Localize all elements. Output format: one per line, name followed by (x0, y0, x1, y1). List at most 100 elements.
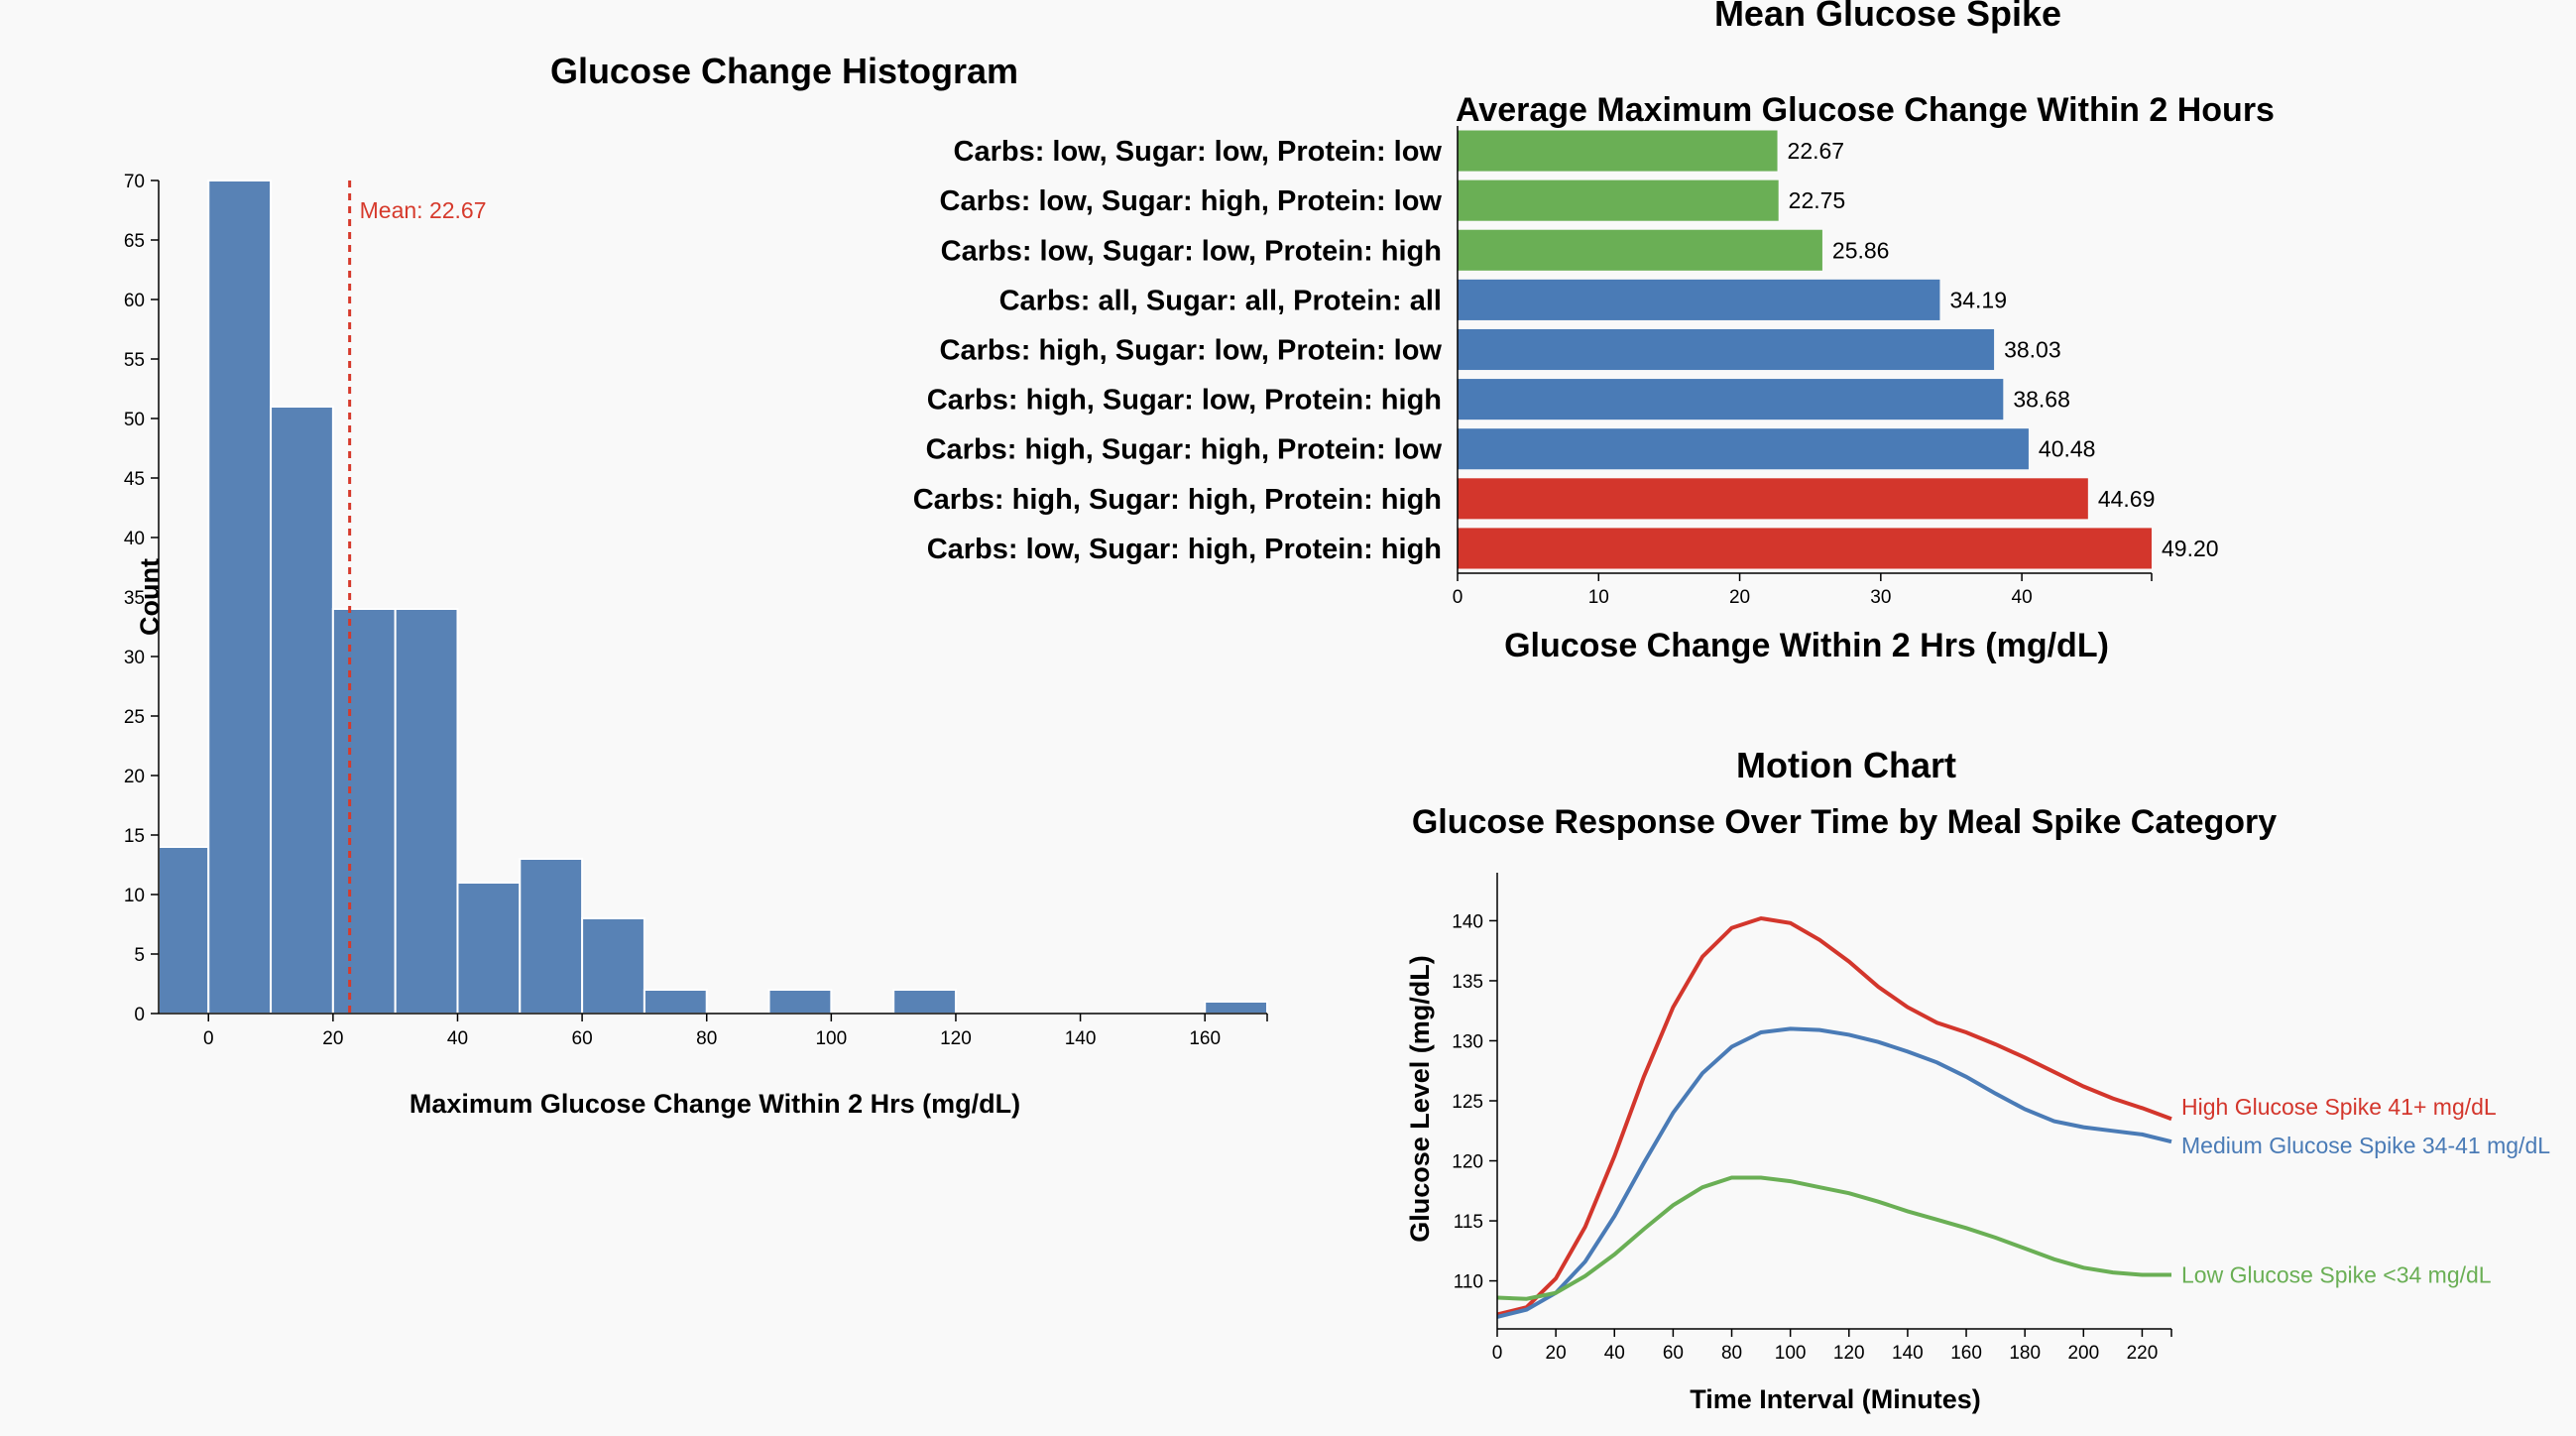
mean-spike-x-tick-label: 10 (1588, 587, 1609, 608)
mean-spike-category-label: Carbs: high, Sugar: high, Protein: low (926, 434, 1443, 466)
histogram-bar (581, 917, 645, 1015)
histogram-y-tick-label: 70 (124, 172, 145, 192)
mean-spike-x-tick-label: 20 (1729, 587, 1750, 608)
histogram-bars (158, 180, 1269, 1015)
motion-title: Motion Chart (1736, 745, 1956, 785)
histogram-y-tick-label: 65 (124, 231, 145, 252)
histogram-bar (394, 608, 459, 1015)
histogram-y-tick-label: 50 (124, 410, 145, 430)
histogram-x-tick-label: 60 (572, 1028, 593, 1049)
histogram-chart: Glucose Change Histogram Count Maximum G… (124, 51, 1269, 1119)
motion-series-label: High Glucose Spike 41+ mg/dL (2181, 1094, 2497, 1120)
motion-x-tick-label: 100 (1775, 1343, 1807, 1364)
mean-spike-bar (1458, 279, 1940, 320)
mean-spike-category-label: Carbs: low, Sugar: low, Protein: low (954, 136, 1443, 168)
histogram-y-tick-label: 60 (124, 291, 145, 311)
mean-spike-category-label: Carbs: low, Sugar: high, Protein: high (927, 534, 1442, 565)
histogram-bar (456, 882, 522, 1015)
motion-x-tick-label: 180 (2009, 1343, 2041, 1364)
mean-spike-x-tick-label: 40 (2012, 587, 2033, 608)
mean-spike-category-label: Carbs: high, Sugar: high, Protein: high (913, 484, 1442, 516)
histogram-y-tick-label: 25 (124, 707, 145, 728)
mean-spike-subtitle: Average Maximum Glucose Change Within 2 … (1456, 91, 2275, 129)
mean-spike-category-label: Carbs: all, Sugar: all, Protein: all (999, 285, 1442, 316)
mean-spike-bar (1458, 428, 2029, 470)
histogram-x-tick-label: 80 (696, 1028, 717, 1049)
histogram-bar (892, 989, 957, 1015)
motion-axes: 0 20 40 60 80 100 120 140 160 180 200 220 110 115 120 1… (1452, 873, 2172, 1364)
motion-y-tick-label: 120 (1452, 1152, 1483, 1173)
mean-spike-category-label: Carbs: low, Sugar: high, Protein: low (940, 185, 1443, 217)
mean-spike-bar-value: 40.48 (2039, 436, 2096, 462)
mean-spike-bar (1458, 229, 1822, 271)
histogram-bar (158, 846, 210, 1015)
mean-spike-bar-value: 34.19 (1949, 287, 2007, 312)
mean-spike-bar (1458, 528, 2152, 569)
motion-x-tick-label: 140 (1892, 1343, 1924, 1364)
motion-y-tick-label: 130 (1452, 1031, 1483, 1052)
histogram-bar (1204, 1001, 1269, 1015)
motion-x-tick-label: 160 (1950, 1343, 1982, 1364)
motion-x-tick-label: 120 (1833, 1343, 1865, 1364)
motion-x-label: Time Interval (Minutes) (1690, 1384, 1981, 1414)
histogram-y-tick-label: 40 (124, 529, 145, 549)
motion-y-tick-label: 115 (1454, 1212, 1483, 1233)
mean-spike-category-label: Carbs: high, Sugar: low, Protein: low (940, 335, 1443, 367)
motion-y-tick-label: 125 (1452, 1092, 1483, 1113)
motion-series-line (1496, 1026, 2172, 1319)
histogram-bar (207, 180, 273, 1015)
mean-spike-x-tick-label: 0 (1453, 587, 1464, 608)
histogram-y-tick-label: 45 (124, 469, 145, 490)
histogram-y-tick-label: 10 (124, 886, 145, 906)
histogram-x-label: Maximum Glucose Change Within 2 Hrs (mg/… (410, 1089, 1020, 1119)
histogram-bar (767, 989, 833, 1015)
motion-x-tick-label: 40 (1604, 1343, 1625, 1364)
mean-spike-x-tick-label: 30 (1870, 587, 1891, 608)
histogram-bar (270, 406, 334, 1015)
mean-spike-bar (1458, 130, 1778, 172)
motion-subtitle: Glucose Response Over Time by Meal Spike… (1412, 803, 2277, 841)
histogram-y-tick-label: 5 (134, 945, 145, 966)
motion-y-tick-label: 140 (1452, 911, 1483, 932)
mean-spike-bar-value: 38.03 (2004, 337, 2061, 363)
histogram-x-tick-label: 40 (447, 1028, 468, 1049)
motion-y-tick-label: 110 (1454, 1272, 1483, 1293)
mean-spike-bar (1458, 478, 2088, 520)
mean-spike-title: Mean Glucose Spike (1714, 0, 2061, 34)
mean-spike-x-label: Glucose Change Within 2 Hrs (mg/dL) (1504, 627, 2109, 664)
motion-x-tick-label: 60 (1663, 1343, 1684, 1364)
histogram-x-tick-label: 20 (322, 1028, 343, 1049)
histogram-mean-label: Mean: 22.67 (360, 197, 487, 223)
histogram-y-tick-label: 35 (124, 588, 145, 609)
motion-series-line (1496, 915, 2172, 1317)
histogram-y-tick-label: 20 (124, 767, 145, 787)
histogram-axes: 0 20 40 60 80 100 120 140 160 0 5 10 15 20 25 30 35 40 45 5… (124, 172, 1268, 1049)
motion-x-tick-label: 0 (1492, 1343, 1503, 1364)
mean-spike-axes: 0 10 20 30 40 (1453, 126, 2153, 608)
motion-series-label: Low Glucose Spike <34 mg/dL (2181, 1262, 2492, 1288)
motion-y-label: Glucose Level (mg/dL) (1405, 955, 1435, 1243)
mean-spike-chart: Mean Glucose Spike Average Maximum Gluco… (913, 0, 2275, 664)
mean-spike-bar-value: 49.20 (2162, 536, 2219, 561)
histogram-y-tick-label: 30 (124, 648, 145, 668)
mean-spike-bars: 22.67 Carbs: low, Sugar: low, Protein: lo… (913, 130, 2219, 569)
histogram-x-tick-label: 140 (1065, 1028, 1097, 1049)
motion-x-tick-label: 80 (1721, 1343, 1742, 1364)
histogram-x-tick-label: 0 (203, 1028, 214, 1049)
mean-spike-bar-value: 38.68 (2013, 387, 2070, 413)
histogram-title: Glucose Change Histogram (550, 51, 1018, 91)
histogram-x-tick-label: 100 (815, 1028, 847, 1049)
motion-chart: Motion Chart Glucose Response Over Time … (1405, 745, 2550, 1414)
mean-spike-bar-value: 22.67 (1788, 138, 1845, 164)
motion-series-line (1496, 1175, 2171, 1301)
histogram-y-tick-label: 0 (134, 1005, 145, 1025)
mean-spike-bar-value: 22.75 (1789, 187, 1846, 213)
motion-x-tick-label: 220 (2127, 1343, 2159, 1364)
histogram-bar (331, 608, 397, 1015)
motion-x-tick-label: 20 (1546, 1343, 1567, 1364)
motion-x-tick-label: 200 (2067, 1343, 2099, 1364)
mean-spike-bar (1458, 180, 1779, 221)
histogram-y-tick-label: 15 (124, 826, 145, 847)
mean-spike-category-label: Carbs: high, Sugar: low, Protein: high (927, 385, 1442, 417)
motion-lines: High Glucose Spike 41+ mg/dL Medium Gluco… (1496, 915, 2550, 1319)
